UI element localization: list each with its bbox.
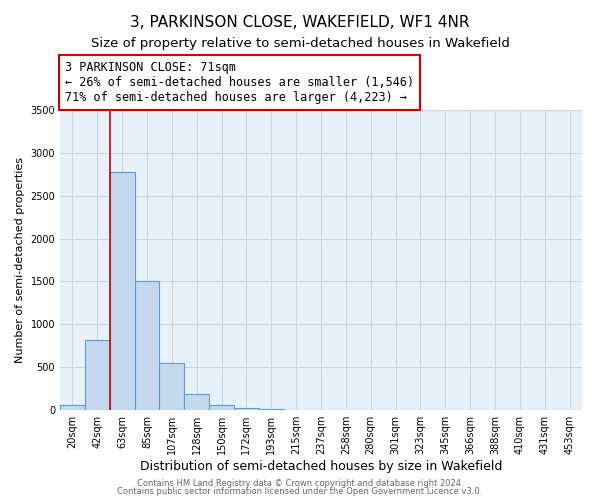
X-axis label: Distribution of semi-detached houses by size in Wakefield: Distribution of semi-detached houses by … — [140, 460, 502, 473]
Bar — [110, 172, 134, 410]
Text: Contains HM Land Registry data © Crown copyright and database right 2024.: Contains HM Land Registry data © Crown c… — [137, 478, 463, 488]
Bar — [209, 406, 234, 410]
Text: Contains public sector information licensed under the Open Government Licence v3: Contains public sector information licen… — [118, 487, 482, 496]
Text: Size of property relative to semi-detached houses in Wakefield: Size of property relative to semi-detach… — [91, 38, 509, 51]
Bar — [234, 408, 259, 410]
Text: 3, PARKINSON CLOSE, WAKEFIELD, WF1 4NR: 3, PARKINSON CLOSE, WAKEFIELD, WF1 4NR — [130, 15, 470, 30]
Bar — [259, 409, 284, 410]
Y-axis label: Number of semi-detached properties: Number of semi-detached properties — [15, 157, 25, 363]
Bar — [184, 394, 209, 410]
Text: 3 PARKINSON CLOSE: 71sqm
← 26% of semi-detached houses are smaller (1,546)
71% o: 3 PARKINSON CLOSE: 71sqm ← 26% of semi-d… — [65, 61, 415, 104]
Bar — [134, 282, 160, 410]
Bar — [160, 363, 184, 410]
Bar — [60, 405, 85, 410]
Bar — [85, 340, 110, 410]
